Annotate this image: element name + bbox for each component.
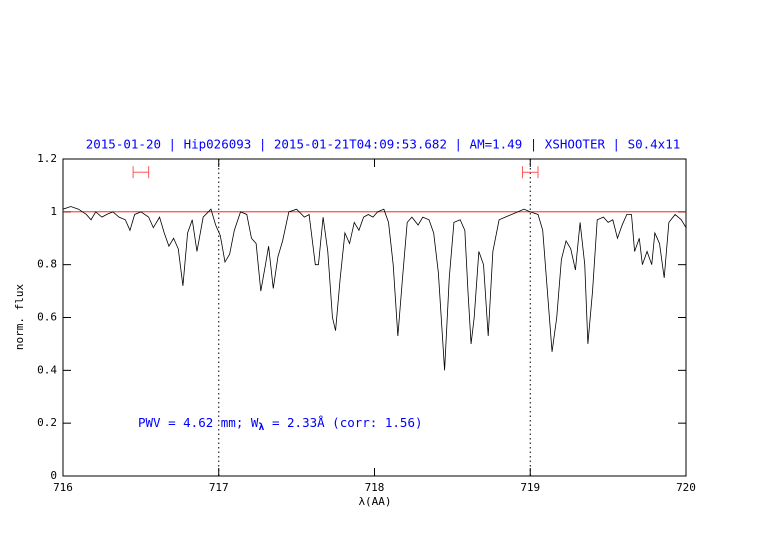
y-tick-label: 0.2 xyxy=(37,416,57,429)
y-tick-label: 0 xyxy=(50,469,57,482)
x-tick-label: 718 xyxy=(365,481,385,494)
y-tick-label: 0.6 xyxy=(37,311,57,324)
annotation-text: = 2.33Å (corr: 1.56) xyxy=(264,415,422,430)
y-axis-label: norm. flux xyxy=(13,284,26,351)
x-tick-label: 716 xyxy=(53,481,73,494)
y-tick-label: 0.8 xyxy=(37,258,57,271)
spectrum-line xyxy=(62,206,687,371)
annotation-text: PWV = 4.62 mm; W xyxy=(138,415,259,430)
y-tick-label: 0.4 xyxy=(37,363,57,376)
x-tick-label: 717 xyxy=(209,481,229,494)
x-tick-label: 720 xyxy=(676,481,696,494)
annotation: PWV = 4.62 mm; Wλ = 2.33Å (corr: 1.56) xyxy=(138,415,423,434)
x-axis-label: λ(AA) xyxy=(358,495,391,508)
x-tick-label: 719 xyxy=(520,481,540,494)
annotation-subscript: λ xyxy=(258,422,264,433)
y-tick-label: 1 xyxy=(50,205,57,218)
y-tick-label: 1.2 xyxy=(37,152,57,165)
chart-title: 2015-01-20 | Hip026093 | 2015-01-21T04:0… xyxy=(86,137,681,152)
